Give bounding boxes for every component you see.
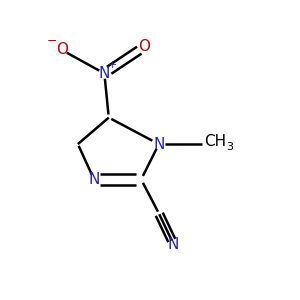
Text: O: O [138, 39, 150, 54]
Text: N: N [168, 237, 179, 252]
Text: CH: CH [205, 134, 226, 149]
Text: −: − [47, 34, 58, 48]
Text: N: N [88, 172, 100, 187]
Text: N: N [99, 66, 110, 81]
Text: N: N [153, 136, 164, 152]
Text: +: + [108, 60, 117, 70]
Text: O: O [56, 42, 68, 57]
Text: 3: 3 [226, 142, 234, 152]
